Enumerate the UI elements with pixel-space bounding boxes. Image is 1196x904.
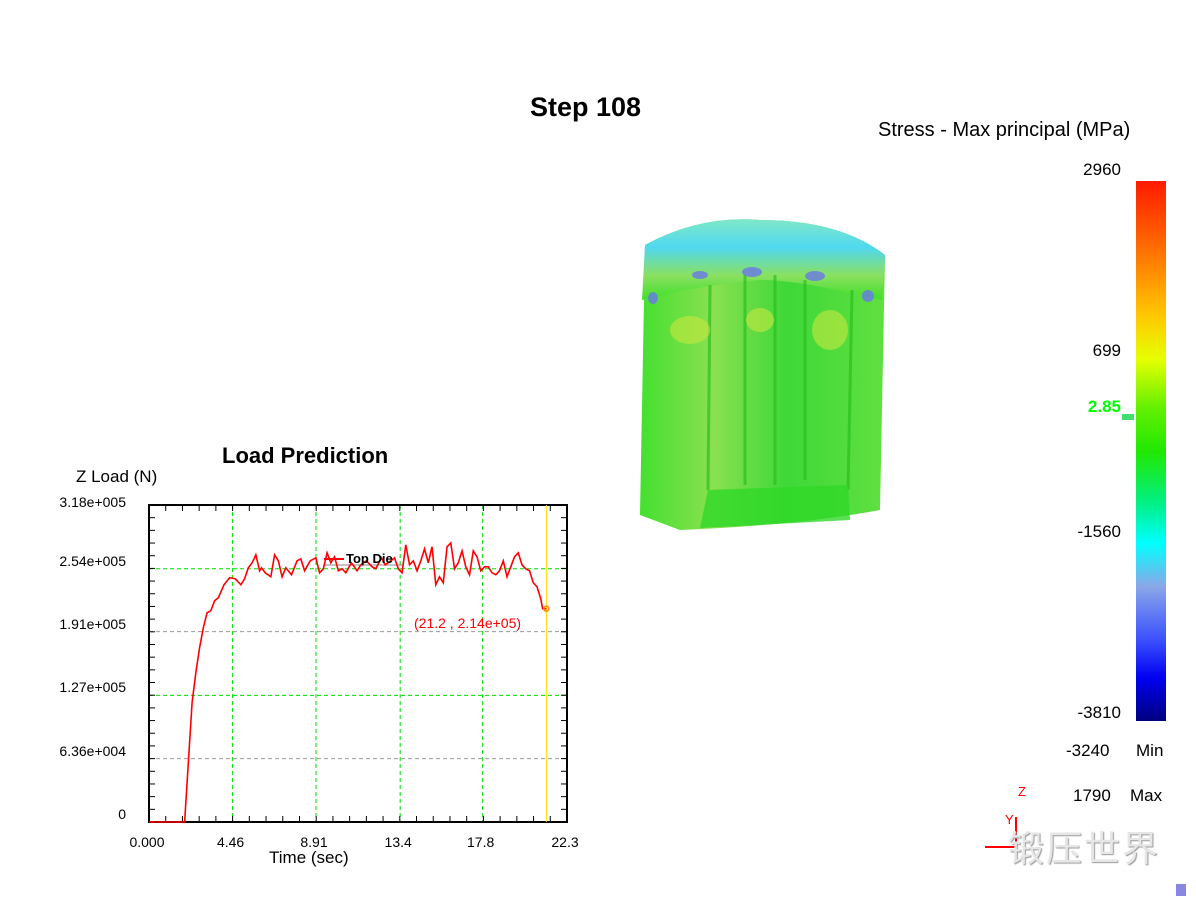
y-tick-label: 3.18e+005 <box>59 494 126 510</box>
y-tick-label: 2.54e+005 <box>59 552 126 569</box>
x-tick-label: 17.8 <box>467 834 495 850</box>
legend-current-value: 2.85 <box>1087 397 1121 416</box>
part-flutes <box>706 275 854 491</box>
axis-triad-icon <box>1015 817 1017 847</box>
legend-title: Stress - Max principal (MPa) <box>878 119 1131 141</box>
y-tick-label: 1.91e+005 <box>59 615 126 632</box>
axis-triad-x-icon <box>985 846 1017 848</box>
color-bar <box>1136 181 1166 721</box>
legend-label: -1560 <box>1077 522 1121 541</box>
x-tick-label: 0.000 <box>129 834 165 850</box>
chart-x-label: Time (sec) <box>269 848 349 867</box>
endpoint-marker <box>543 605 550 612</box>
x-tick-label: 8.91 <box>300 834 328 850</box>
plot-frame <box>148 504 568 823</box>
chart-legend-top-die: Top Die <box>346 551 393 566</box>
x-tick-label: 22.3 <box>551 834 579 850</box>
part-top-band <box>642 219 885 300</box>
max-label: Max <box>1130 786 1163 805</box>
chart-title: Load Prediction <box>222 443 389 468</box>
part-base <box>700 485 850 528</box>
x-tick-label: 13.4 <box>384 834 412 850</box>
part-body <box>640 219 885 530</box>
legend-label-max: 2960 <box>1083 160 1121 179</box>
y-tick-label: 0 <box>118 806 126 822</box>
max-value: 1790 <box>1073 786 1111 805</box>
axis-z-label: Z <box>1018 784 1026 799</box>
y-tick-label: 1.27e+005 <box>59 679 126 696</box>
min-label: Min <box>1136 741 1164 760</box>
series-line-top-die <box>149 541 547 823</box>
legend-label: 699 <box>1092 341 1121 360</box>
axis-y-label: Y <box>1005 812 1014 827</box>
stress-hotspots <box>648 267 874 304</box>
min-value: -3240 <box>1066 741 1110 760</box>
x-tick-label: 4.46 <box>216 834 245 850</box>
chart-y-label: Z Load (N) <box>76 467 158 486</box>
chart-annotation: (21.2 , 2.14e+05) <box>414 615 522 631</box>
stress-yellow-patches <box>670 308 848 350</box>
current-value-marker-icon <box>1122 414 1134 420</box>
watermark: 锻压世界 <box>1008 828 1161 869</box>
legend-label-min: -3810 <box>1077 703 1121 722</box>
y-tick-label: 6.36e+004 <box>59 742 126 759</box>
resize-grip-icon[interactable] <box>1176 884 1186 896</box>
